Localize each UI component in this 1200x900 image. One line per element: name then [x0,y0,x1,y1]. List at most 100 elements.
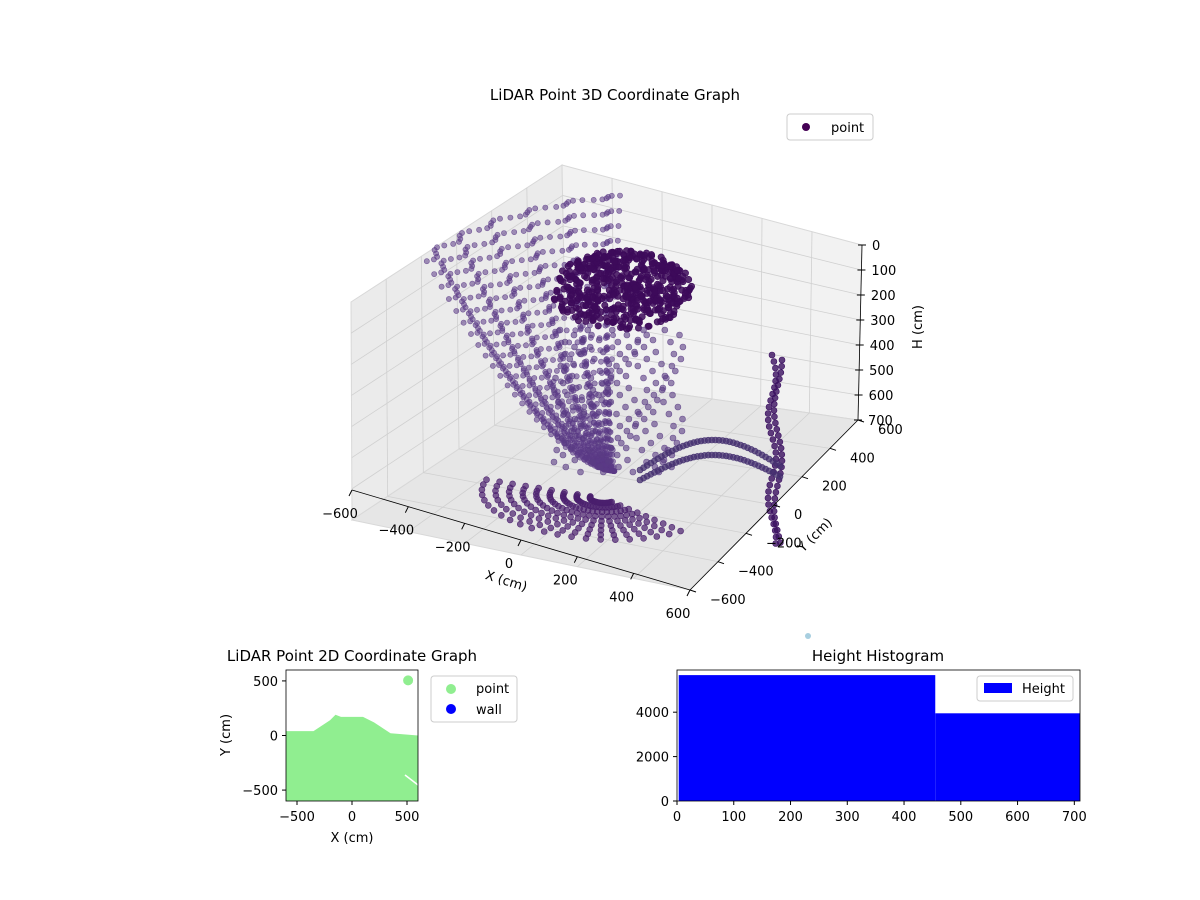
point-marker [521,297,528,304]
point-marker [520,353,527,360]
point-marker [460,319,467,326]
x-tick-3d [348,489,353,497]
point-marker [532,205,539,212]
point-marker [615,223,622,229]
point-marker [658,360,665,368]
point-marker [592,241,599,248]
y-tick-label-2d: 0 [270,730,278,745]
z-tick-label-3d: 200 [871,289,896,304]
grid-line-3d [563,225,861,296]
point-marker [643,331,651,339]
point-marker [490,217,497,224]
point-marker [554,367,560,374]
point-marker [598,420,606,428]
point-marker [614,434,622,442]
point-marker [502,294,508,300]
y-axis-label-2d: Y (cm) [219,714,234,757]
point-marker [526,284,533,290]
point-marker [554,509,561,517]
point-marker [768,351,776,359]
point-marker [488,317,495,324]
point-marker [559,307,567,315]
point-marker [622,444,630,452]
point-marker [534,220,541,227]
point-marker [679,343,687,351]
point-marker [613,379,621,387]
point-marker [772,449,780,456]
point-marker [571,529,579,536]
point-marker [522,482,529,490]
point-marker [500,352,506,359]
x-tick-label-hist: 700 [1062,810,1087,825]
point-marker [668,362,676,370]
x-tick-3d [686,589,691,597]
point-marker [581,403,588,410]
point-marker [641,251,649,259]
z-tick-label-3d: 700 [868,414,893,429]
histogram-bar-0 [678,675,936,801]
point-marker [633,434,640,442]
point-marker [503,332,510,339]
point-marker [587,374,595,382]
point-marker [590,196,597,203]
point-marker [526,518,533,525]
point-marker [487,342,494,349]
point-marker [529,221,535,228]
legend-label-height: Height [1022,682,1065,697]
point-marker [497,511,505,519]
point-marker [434,244,440,251]
point-marker [553,446,561,454]
point-marker [776,438,784,446]
gap-line-2d [404,774,419,786]
x-tick-label-hist: 100 [721,810,746,825]
point-marker [534,250,541,257]
point-marker [588,309,596,317]
point-marker [621,516,629,524]
point-marker [536,384,543,391]
point-marker [617,192,623,199]
point-marker [772,371,780,378]
point-marker [668,299,676,307]
point-marker [563,391,571,399]
point-marker [547,289,554,296]
point-marker [554,520,561,528]
point-marker [616,422,624,430]
point-marker [596,314,604,322]
point-marker [482,269,489,276]
point-marker [584,326,592,334]
point-marker [644,281,652,289]
point-marker [545,276,551,283]
point-marker [650,391,658,399]
point-marker [559,434,566,442]
point-marker [483,476,490,484]
x-tick-label-3d: −200 [435,540,471,555]
point-marker [603,317,611,325]
point-marker [615,263,623,271]
point-marker [561,297,569,305]
point-marker [645,322,653,330]
point-marker [484,502,492,509]
point-marker [497,372,504,379]
point-marker [631,284,639,292]
point-marker [652,348,660,356]
point-marker [568,533,575,541]
point-marker [608,311,616,319]
point-marker [487,330,493,337]
point-cluster-2d [403,675,414,686]
point-marker [520,365,527,372]
point-marker [571,432,579,440]
point-marker [475,342,482,348]
point-marker [477,255,483,262]
point-marker [670,350,678,358]
point-marker [597,536,605,543]
point-marker [582,317,590,325]
point-marker [585,380,592,387]
point-marker [626,432,634,440]
point-marker [599,248,607,256]
point-marker [764,410,772,417]
point-marker [524,323,531,330]
point-marker [586,343,594,351]
point-marker [626,322,634,330]
z-tick-label-3d: 600 [869,389,894,404]
point-marker [487,296,493,303]
